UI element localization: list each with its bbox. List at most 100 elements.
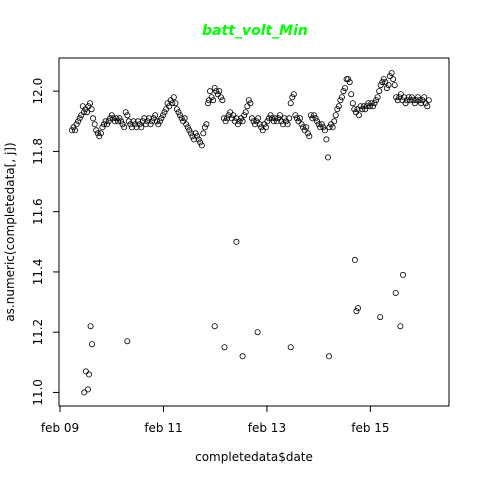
data-point <box>377 314 384 321</box>
data-point <box>386 73 393 80</box>
data-point <box>419 97 426 104</box>
data-point <box>309 115 316 122</box>
data-point <box>82 368 89 375</box>
data-point <box>399 97 406 104</box>
data-point <box>407 97 414 104</box>
data-point <box>320 124 327 131</box>
x-tick-label: feb 15 <box>351 421 389 435</box>
data-point <box>421 94 428 101</box>
data-point <box>244 103 251 110</box>
x-tick-label: feb 13 <box>248 421 286 435</box>
data-point <box>346 79 353 86</box>
data-point <box>221 344 228 351</box>
data-point <box>217 94 224 101</box>
data-point <box>90 115 97 122</box>
data-point <box>104 121 111 128</box>
data-point <box>323 136 330 143</box>
data-point <box>424 103 431 110</box>
data-point <box>321 127 328 134</box>
data-point <box>259 127 266 134</box>
data-point <box>190 136 197 143</box>
data-point <box>397 323 404 330</box>
data-point <box>145 115 152 122</box>
data-point <box>236 118 243 125</box>
data-point <box>425 97 432 104</box>
data-point <box>159 112 166 119</box>
data-point <box>220 115 227 122</box>
y-tick-label: 12.0 <box>31 78 45 105</box>
data-point <box>331 118 338 125</box>
data-point <box>416 97 423 104</box>
data-point <box>166 103 173 110</box>
data-point <box>186 127 193 134</box>
data-point <box>392 289 399 296</box>
data-point <box>293 115 300 122</box>
data-point <box>124 112 131 119</box>
data-point <box>70 124 77 131</box>
data-point <box>353 308 360 315</box>
data-point <box>354 106 361 113</box>
data-point <box>329 124 336 131</box>
data-point <box>391 82 398 89</box>
data-point <box>422 100 429 107</box>
data-point <box>164 100 171 107</box>
data-point <box>181 115 188 122</box>
data-point <box>110 115 117 122</box>
data-point <box>328 121 335 128</box>
data-point <box>273 118 280 125</box>
data-point <box>278 118 285 125</box>
data-point <box>404 97 411 104</box>
data-point <box>147 121 154 128</box>
data-point <box>138 124 145 131</box>
data-point <box>172 100 179 107</box>
data-point <box>373 97 380 104</box>
data-point <box>270 118 277 125</box>
data-point <box>150 115 157 122</box>
data-point <box>135 118 142 125</box>
data-point <box>242 109 249 116</box>
data-point <box>152 112 159 119</box>
data-point <box>355 112 362 119</box>
data-point <box>73 121 80 128</box>
data-point <box>131 121 138 128</box>
data-point <box>122 109 129 116</box>
plot-frame <box>58 57 450 407</box>
data-point <box>167 97 174 104</box>
data-point <box>233 238 240 245</box>
data-point <box>170 94 177 101</box>
data-point <box>158 115 165 122</box>
data-point <box>113 115 120 122</box>
data-point <box>393 94 400 101</box>
data-point <box>125 118 132 125</box>
data-point <box>289 94 296 101</box>
data-point <box>155 121 162 128</box>
data-point <box>304 130 311 137</box>
data-point <box>340 88 347 95</box>
data-point <box>377 82 384 89</box>
x-axis: feb 09 feb 11 feb 13 feb 15 <box>41 405 390 435</box>
data-point <box>325 353 332 360</box>
data-point <box>414 94 421 101</box>
data-point <box>376 88 383 95</box>
data-point <box>402 100 409 107</box>
data-point <box>133 124 140 131</box>
data-point <box>413 97 420 104</box>
data-point <box>262 124 269 131</box>
data-point <box>405 94 412 101</box>
data-point <box>115 118 122 125</box>
data-point <box>231 118 238 125</box>
data-point <box>247 100 254 107</box>
data-point <box>111 118 118 125</box>
data-point <box>290 91 297 98</box>
data-point <box>127 121 134 128</box>
data-point <box>214 91 221 98</box>
data-point <box>239 353 246 360</box>
data-point <box>275 115 282 122</box>
data-point <box>225 112 232 119</box>
data-point <box>306 133 313 140</box>
data-point <box>108 112 115 119</box>
data-point <box>178 115 185 122</box>
data-point <box>82 106 89 113</box>
data-point <box>230 112 237 119</box>
